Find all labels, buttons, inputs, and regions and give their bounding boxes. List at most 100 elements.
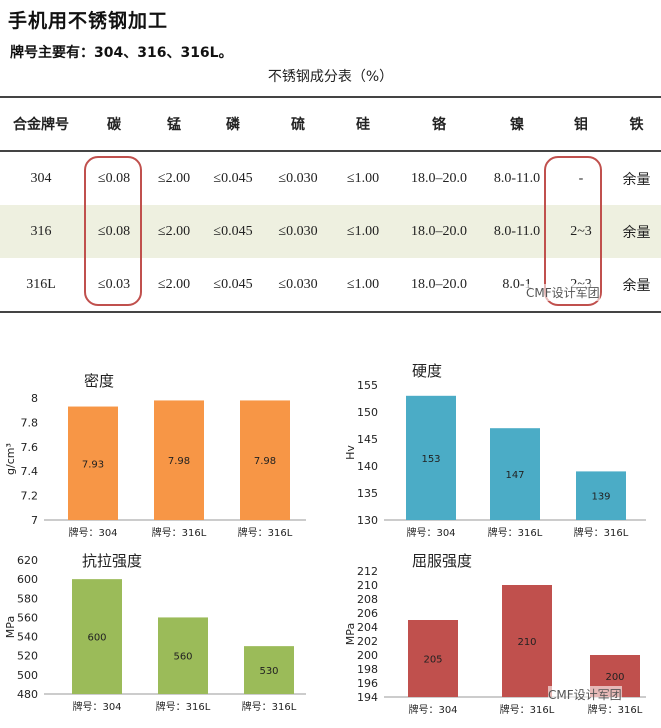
bar [244,646,294,694]
chart-title: 抗拉强度 [82,552,142,570]
y-tick-label: 600 [17,573,38,586]
x-category-label: 牌号：304 [406,526,455,539]
bar [158,617,208,694]
x-category-label: 牌号：316L [488,526,543,539]
y-tick-label: 208 [357,593,378,606]
bar [576,471,626,520]
molybdenum-column-highlight [544,156,602,306]
header-silicon: 硅 [332,96,394,152]
table-cell: ≤0.030 [264,205,332,258]
watermark-top: CMF设计军团 [526,284,600,301]
header-chromium: 铬 [394,96,484,152]
carbon-column-highlight [84,156,142,306]
y-axis-label: g/cm³ [4,443,17,475]
table-row: 316L ≤0.03 ≤2.00 ≤0.045 ≤0.030 ≤1.00 18.… [0,258,661,313]
y-tick-label: 145 [357,433,378,446]
table-cell: ≤0.045 [213,170,253,186]
bar-value-label: 7.98 [254,456,276,467]
y-axis-label: MPa [344,623,357,645]
y-axis-label: MPa [4,616,17,638]
y-tick-label: 580 [17,592,38,605]
y-tick-label: 560 [17,611,38,624]
bar-value-label: 7.93 [82,459,104,470]
bar-value-label: 210 [517,637,536,648]
y-tick-label: 480 [17,688,38,701]
y-tick-label: 210 [357,579,378,592]
y-tick-label: 7.4 [21,465,39,478]
header-sulfur: 硫 [264,96,332,152]
table-cell: ≤0.030 [264,258,332,313]
y-tick-label: 7.2 [21,490,39,503]
y-axis-label: Hv [344,445,357,460]
bar [408,620,458,697]
y-tick-label: 198 [357,663,378,676]
bar-value-label: 205 [423,655,442,666]
y-tick-label: 7 [31,514,38,527]
table-cell: ≤1.00 [346,170,380,186]
x-category-label: 牌号：304 [408,703,457,716]
chart-title: 硬度 [412,362,442,380]
y-tick-label: 204 [357,621,378,634]
bar-value-label: 147 [505,470,524,481]
bar-value-label: 530 [259,666,278,677]
y-tick-label: 140 [357,460,378,473]
header-iron: 铁 [612,96,661,152]
y-tick-label: 206 [357,607,378,620]
header-carbon: 碳 [82,96,146,152]
y-tick-label: 620 [17,554,38,567]
table-cell: ≤0.045 [202,205,264,258]
table-cell: ≤0.045 [202,258,264,313]
table-cell: 316L [0,258,82,313]
page-title: 手机用不锈钢加工 [8,10,169,32]
bar-value-label: 600 [87,633,106,644]
table-cell: 18.0–20.0 [394,205,484,258]
y-tick-label: 8 [31,392,38,405]
header-phosphorus: 磷 [202,96,264,152]
x-category-label: 牌号：304 [72,700,121,713]
y-tick-label: 200 [357,649,378,662]
table-cell: ≤2.00 [146,258,202,313]
table-cell: 18.0–20.0 [411,170,467,186]
x-category-label: 牌号：316L [588,703,643,716]
composition-table: 合金牌号 碳 锰 磷 硫 硅 铬 镍 钼 铁 304 ≤0.08 ≤2.00 ≤… [0,96,661,313]
y-tick-label: 196 [357,677,378,690]
y-tick-label: 150 [357,406,378,419]
y-tick-label: 540 [17,631,38,644]
header-manganese: 锰 [146,96,202,152]
header-alloy: 合金牌号 [0,96,82,152]
table-cell: ≤1.00 [332,258,394,313]
x-category-label: 牌号：316L [238,526,293,539]
y-tick-label: 7.6 [21,441,39,454]
table-cell: 316 [0,205,82,258]
table-cell: 余量 [612,205,661,258]
y-tick-label: 212 [357,565,378,578]
table-cell: ≤2.00 [157,170,191,186]
page-subtitle: 牌号主要有：304、316、316L。 [10,45,233,61]
x-category-label: 牌号：316L [500,703,555,716]
charts-area: 密度 7 7.2 7.4 7.6 7.8 8 g/cm³ 7.93 牌号：304 7.98 牌号：31… [4,362,646,716]
bar-value-label: 200 [605,672,624,683]
table-cell: ≤2.00 [146,205,202,258]
y-tick-label: 500 [17,669,38,682]
table-caption: 不锈钢成分表（%） [267,69,394,85]
table-cell: ≤0.08 [97,170,131,186]
y-tick-label: 130 [357,514,378,527]
table-cell: 304 [30,170,52,186]
bar [68,406,118,520]
table-header-row: 合金牌号 碳 锰 磷 硫 硅 铬 镍 钼 铁 [0,96,661,152]
table-cell: ≤0.030 [278,170,318,186]
bar-value-label: 7.98 [168,456,190,467]
chart-title: 屈服强度 [412,552,472,570]
bar [502,585,552,697]
table-cell: ≤1.00 [332,205,394,258]
x-category-label: 牌号：316L [152,526,207,539]
table-row: 304 ≤0.08 ≤2.00 ≤0.045 ≤0.030 ≤1.00 18.0… [0,151,661,205]
table-cell: 18.0–20.0 [394,258,484,313]
watermark-bottom: CMF设计军团 [548,686,622,703]
bar-value-label: 139 [591,492,610,503]
header-nickel: 镍 [484,96,550,152]
table-cell: 余量 [622,171,651,188]
x-category-label: 牌号：316L [156,700,211,713]
y-tick-label: 202 [357,635,378,648]
y-tick-label: 135 [357,487,378,500]
